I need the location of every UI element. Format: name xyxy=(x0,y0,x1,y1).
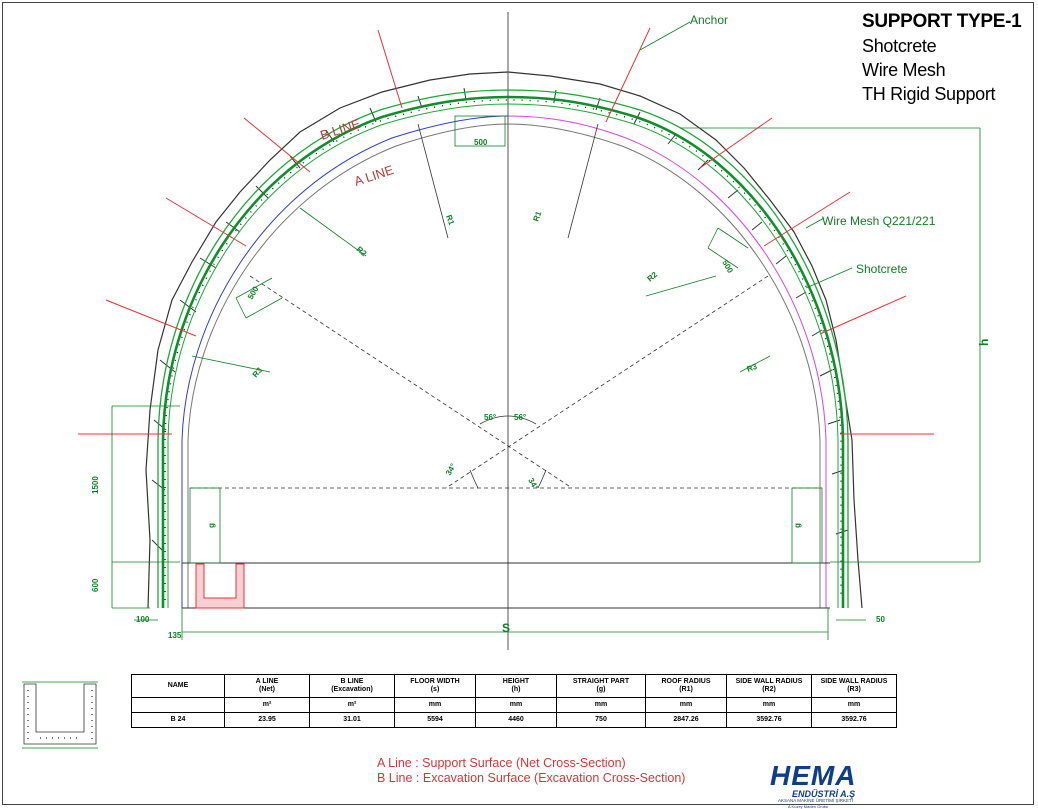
drain-detail-dots xyxy=(27,690,93,740)
line-legend: A Line : Support Surface (Net Cross-Sect… xyxy=(377,756,685,786)
inner-support-grey-left xyxy=(187,123,821,608)
dim-500-right: 500 xyxy=(720,259,735,276)
inner-support-line-right xyxy=(507,115,827,608)
angle-34-right: 34° xyxy=(526,477,540,492)
unit-cell: m² xyxy=(224,697,310,713)
logo-sub2: A Kuzey Maden Grubu xyxy=(788,804,829,809)
wire-mesh-label: Wire Mesh Q221/221 xyxy=(822,214,936,228)
unit-cell: mm xyxy=(726,697,812,713)
r2-right: R2 xyxy=(646,270,660,284)
table-row: B 24 23.95 31.01 5594 4460 750 2847.26 3… xyxy=(131,712,897,728)
r2-left: R2 xyxy=(355,245,369,259)
r3-right: R3 xyxy=(746,362,759,374)
support-spec-table: NAME A LINE (Net) B LINE (Excavation) FLOO… xyxy=(131,674,897,728)
b-line-label: B LINE xyxy=(318,116,362,143)
a-line-support-surface xyxy=(181,115,509,608)
th-roof-radius: ROOF RADIUS (R1) xyxy=(645,674,727,698)
cell-roof-radius: 2847.26 xyxy=(645,712,727,728)
r3-left: R3 xyxy=(251,365,265,379)
th-b-line: B LINE (Excavation) xyxy=(309,674,395,698)
dim-600: 600 xyxy=(91,578,100,592)
support-type-title: SUPPORT TYPE-1 xyxy=(862,11,1022,32)
anchor-label: Anchor xyxy=(690,13,728,27)
cell-side-wall-r3: 3592.76 xyxy=(811,712,897,728)
dim-100: 100 xyxy=(136,615,150,624)
dim-135: 135 xyxy=(168,631,182,640)
shotcrete-dots xyxy=(164,99,842,600)
angle-56-right: 56° xyxy=(514,413,526,422)
logo-tagline: ENDÜSTRİ A.Ş xyxy=(792,789,856,799)
angle-34-left: 34° xyxy=(444,462,458,477)
unit-cell: mm xyxy=(475,697,557,713)
dim-500-top: 500 xyxy=(474,138,488,147)
cell-name: B 24 xyxy=(131,712,225,728)
th-height: HEIGHT (h) xyxy=(475,674,557,698)
r1-right: R1 xyxy=(531,209,543,222)
hema-logo: HEMA ENDÜSTRİ A.Ş AKSANA MAKİNE ÜRETİMİ … xyxy=(770,760,890,809)
dim-500-left: 500 xyxy=(246,284,261,301)
dim-50: 50 xyxy=(876,615,885,624)
radius-lines xyxy=(417,123,599,239)
table-units-row: m² m² mm mm mm mm mm mm xyxy=(131,697,897,713)
unit-cell: mm xyxy=(394,697,476,713)
angle-56-left: 56° xyxy=(484,413,496,422)
shotcrete-label: Shotcrete xyxy=(856,262,908,276)
th-name: NAME xyxy=(131,674,225,698)
unit-cell: mm xyxy=(645,697,727,713)
unit-cell: m² xyxy=(309,697,395,713)
th-floor-width: FLOOR WIDTH (s) xyxy=(394,674,476,698)
title-block: SUPPORT TYPE-1 Shotcrete Wire Mesh TH Ri… xyxy=(862,10,1022,106)
cell-a-line: 23.95 xyxy=(224,712,310,728)
cell-straight-part: 750 xyxy=(556,712,646,728)
legend-a-line: A Line : Support Surface (Net Cross-Sect… xyxy=(377,756,626,770)
dim-g-left: g xyxy=(207,523,216,528)
angle-arcs xyxy=(469,415,547,489)
dim-s: S xyxy=(502,621,510,635)
dim-h: h xyxy=(977,339,991,346)
title-line-th-support: TH Rigid Support xyxy=(862,84,996,104)
cell-b-line: 31.01 xyxy=(309,712,395,728)
cell-side-wall-r2: 3592.76 xyxy=(726,712,812,728)
unit-cell xyxy=(131,697,225,713)
dimension-lines xyxy=(111,21,981,640)
cell-floor-width: 5594 xyxy=(394,712,476,728)
dim-g-right: g xyxy=(793,523,802,528)
r1-left: R1 xyxy=(444,214,456,227)
title-line-wire-mesh: Wire Mesh xyxy=(862,60,946,80)
dim-1500: 1500 xyxy=(91,476,100,494)
unit-cell: mm xyxy=(811,697,897,713)
anchor-bolts xyxy=(78,12,934,435)
cell-height: 4460 xyxy=(475,712,557,728)
title-line-shotcrete: Shotcrete xyxy=(862,36,937,56)
logo-sub1: AKSANA MAKİNE ÜRETİMİ ŞİRKETİ xyxy=(778,798,854,803)
a-line-label: A LINE xyxy=(352,162,395,189)
unit-cell: mm xyxy=(556,697,646,713)
table-header-row: NAME A LINE (Net) B LINE (Excavation) FLOO… xyxy=(131,674,897,698)
th-side-wall-r3: SIDE WALL RADIUS (R3) xyxy=(811,674,897,698)
excavation-rock-outline xyxy=(145,71,863,609)
th-a-line: A LINE (Net) xyxy=(224,674,310,698)
rock-segments xyxy=(151,87,849,553)
legend-b-line: B Line : Excavation Surface (Excavation … xyxy=(377,771,686,785)
drain-detail-sketch xyxy=(22,681,98,749)
construction-lines xyxy=(190,275,822,489)
logo-brand: HEMA xyxy=(770,760,857,791)
th-straight-part: STRAIGHT PART (g) xyxy=(556,674,646,698)
th-side-wall-r2: SIDE WALL RADIUS (R2) xyxy=(726,674,812,698)
drain-channel xyxy=(195,563,245,609)
